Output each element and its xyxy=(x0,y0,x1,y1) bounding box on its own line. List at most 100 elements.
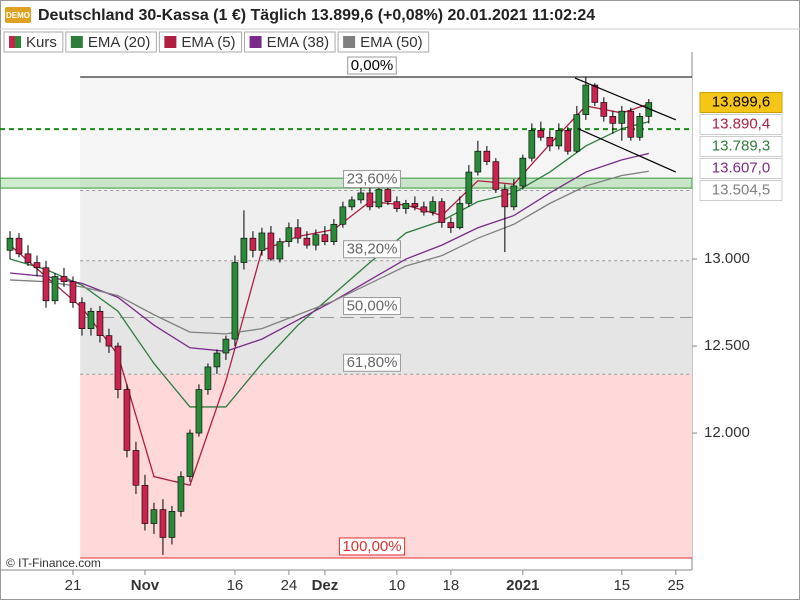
legend-swatch xyxy=(15,36,21,48)
legend-label: Kurs xyxy=(26,34,57,51)
candle-body xyxy=(348,199,356,208)
candle-body xyxy=(24,253,32,263)
x-tick-label: 10 xyxy=(389,577,406,594)
copyright: © IT-Finance.com xyxy=(6,556,101,570)
candle-body xyxy=(402,203,410,209)
candle-body xyxy=(438,201,446,223)
y-tick-label: 12.000 xyxy=(704,424,750,441)
overlay: 0,00% 23,60% 38,20% 50,00% 61,80% 100,00% xyxy=(338,56,677,556)
last-value-label: 13.899,6 xyxy=(712,93,770,110)
candle-body xyxy=(177,476,185,512)
candle-body xyxy=(294,227,302,239)
candle-body xyxy=(69,281,77,303)
candle-body xyxy=(420,206,428,213)
candle-body xyxy=(78,302,86,329)
candle-body xyxy=(249,237,257,251)
fib-label-box xyxy=(343,296,401,315)
candle-body xyxy=(222,338,230,354)
candle-body xyxy=(123,389,131,451)
x-tick-label: 2021 xyxy=(506,577,539,594)
fib-label: 61,80% xyxy=(347,354,398,371)
candle-body xyxy=(240,237,248,263)
fib-label: 100,00% xyxy=(342,538,401,555)
candle-body xyxy=(483,150,491,162)
candle-body xyxy=(384,189,392,202)
candle-body xyxy=(447,222,455,229)
last-value-label: 13.607,0 xyxy=(712,159,770,176)
badge-bg xyxy=(5,7,31,23)
candle-body xyxy=(258,232,266,251)
legend-item: EMA (5) xyxy=(158,31,243,53)
chart-title: Deutschland 30-Kassa (1 €) Täglich 13.89… xyxy=(38,7,595,24)
x-tick-label: 16 xyxy=(227,577,244,594)
candle-body xyxy=(465,171,473,204)
candle-body xyxy=(159,509,167,538)
x-tick-label: 21 xyxy=(65,577,82,594)
last-value-box xyxy=(699,158,783,180)
candle-body xyxy=(204,366,212,390)
candle-body xyxy=(573,114,581,152)
candle-body xyxy=(474,150,482,173)
candle-body xyxy=(87,310,95,329)
candle-body xyxy=(510,185,518,208)
legend-label: EMA (20) xyxy=(88,34,151,51)
candle-body xyxy=(15,237,23,255)
legend-swatch xyxy=(70,36,83,48)
x-tick-label: Nov xyxy=(131,577,160,594)
candle-body xyxy=(582,84,590,115)
legend-box xyxy=(244,31,336,53)
fib-label: 38,20% xyxy=(347,241,398,258)
candle-body xyxy=(393,201,401,209)
last-value-box xyxy=(699,180,783,202)
candle-body xyxy=(366,192,374,208)
last-value-box xyxy=(699,92,783,114)
legend-item: EMA (20) xyxy=(65,31,157,53)
fib-label: 50,00% xyxy=(347,297,398,314)
last-value-label: 13.504,5 xyxy=(712,181,770,198)
candle-body xyxy=(375,189,383,208)
candle-body xyxy=(411,203,419,208)
ema-line xyxy=(9,170,649,335)
legend-swatch xyxy=(249,36,262,48)
candle-body xyxy=(321,234,329,242)
x-tick-label: 24 xyxy=(281,577,298,594)
demo-badge: DEMO xyxy=(5,7,31,23)
candle-body xyxy=(195,389,203,434)
trend-line xyxy=(577,128,677,173)
candle-body xyxy=(33,262,41,269)
candle-body xyxy=(591,84,599,103)
candle-body xyxy=(627,110,635,138)
last-value-box xyxy=(699,114,783,136)
legend-label: EMA (5) xyxy=(181,34,235,51)
candle-body xyxy=(546,136,554,147)
candle-body xyxy=(519,157,527,187)
last-value-box xyxy=(699,136,783,158)
candle-body xyxy=(51,276,59,302)
legend-box xyxy=(65,31,157,53)
fib-label-box xyxy=(338,537,406,556)
legend-swatch xyxy=(9,36,15,48)
legend-label: EMA (50) xyxy=(360,34,423,51)
candle-body xyxy=(429,201,437,213)
legend-item: EMA (38) xyxy=(244,31,336,53)
legend-swatch xyxy=(164,36,177,48)
candle-body xyxy=(303,237,311,246)
candle-body xyxy=(456,203,464,229)
candle-body xyxy=(141,484,149,524)
candle-body xyxy=(357,192,365,201)
candle-body xyxy=(537,130,545,138)
candle-body xyxy=(285,227,293,242)
candle-body xyxy=(6,237,14,251)
candle-body xyxy=(150,509,158,524)
fib-label-box xyxy=(343,170,401,189)
legend-box xyxy=(337,31,430,53)
candle-body xyxy=(330,223,338,242)
candle-body xyxy=(42,267,50,302)
candle-body xyxy=(186,432,194,477)
candle-body xyxy=(96,310,104,336)
candle-body xyxy=(105,335,113,347)
fib-label-box xyxy=(343,353,401,372)
candle-body xyxy=(132,450,140,486)
candle-body xyxy=(312,234,320,246)
legend-item: EMA (50) xyxy=(337,31,430,53)
